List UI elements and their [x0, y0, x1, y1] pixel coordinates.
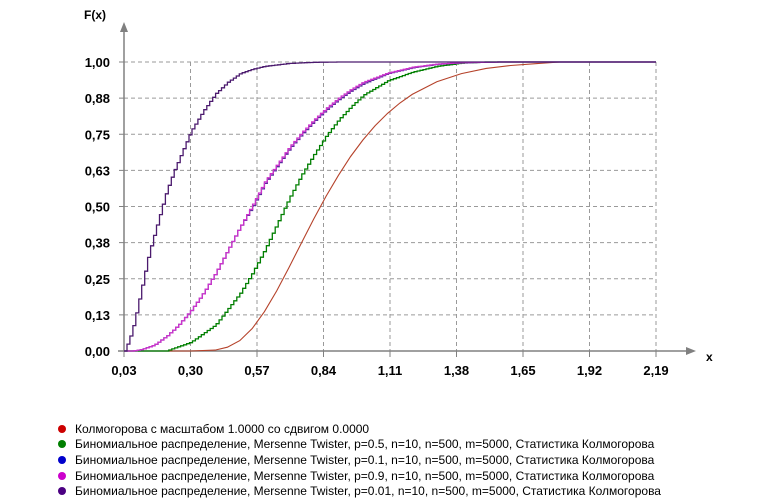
legend-item: Колмогорова с масштабом 1.0000 со сдвиго… [58, 421, 661, 437]
legend-label: Биномиальное распределение, Mersenne Twi… [75, 437, 655, 452]
y-tick-label: 0,25 [85, 272, 110, 287]
cdf-chart: 0,00 0,13 0,25 0,38 0,50 0,63 0,75 0,88 1,00 0,0… [84, 8, 713, 378]
x-axis-arrow [686, 347, 696, 355]
axes [118, 22, 696, 355]
series-line-2 [124, 61, 656, 352]
x-axis-title: x [706, 350, 713, 364]
y-axis-arrow [120, 22, 128, 32]
x-tick-label: 1,92 [577, 363, 602, 378]
series-line-4 [124, 61, 656, 352]
legend-swatch [58, 455, 66, 464]
legend-swatch [58, 440, 66, 449]
x-tick-label: 1,38 [444, 363, 469, 378]
y-tick-label: 0,75 [85, 127, 110, 142]
legend-swatch [58, 471, 66, 480]
x-tick-label: 0,30 [178, 363, 203, 378]
y-tick-label: 0,50 [85, 200, 110, 215]
legend-swatch [58, 487, 66, 496]
x-tick-label: 2,19 [643, 363, 668, 378]
y-tick-label: 0,63 [85, 163, 110, 178]
y-axis-title: F(x) [84, 8, 106, 22]
legend-label: Биномиальное распределение, Mersenne Twi… [75, 452, 655, 467]
series-line-5 [124, 61, 656, 352]
legend-label: Колмогорова с масштабом 1.0000 со сдвиго… [75, 421, 370, 436]
x-tick-label: 0,84 [311, 363, 337, 378]
legend-item: Биномиальное распределение, Mersenne Twi… [58, 452, 661, 468]
y-tick-label: 0,88 [85, 91, 110, 106]
legend-item: Биномиальное распределение, Mersenne Twi… [58, 483, 661, 499]
y-tick-label: 0,00 [85, 344, 110, 359]
legend: Колмогорова с масштабом 1.0000 со сдвиго… [58, 421, 661, 499]
x-tick-label: 1,65 [510, 363, 535, 378]
legend-item: Биномиальное распределение, Mersenne Twi… [58, 468, 661, 484]
legend-swatch [58, 424, 66, 433]
legend-label: Биномиальное распределение, Mersenne Twi… [75, 468, 655, 483]
y-tick-label: 0,13 [85, 308, 110, 323]
legend-label: Биномиальное распределение, Mersenne Twi… [75, 484, 661, 499]
x-tick-label: 0,57 [244, 363, 269, 378]
grid-lines [124, 61, 657, 351]
y-tick-labels: 0,00 0,13 0,25 0,38 0,50 0,63 0,75 0,88 1,00 [85, 55, 124, 359]
x-tick-labels: 0,03 0,30 0,57 0,84 1,11 1,38 1,65 1,92 2,19 [111, 351, 669, 378]
y-tick-label: 1,00 [85, 55, 110, 70]
y-tick-label: 0,38 [85, 236, 110, 251]
x-tick-label: 0,03 [111, 363, 136, 378]
series-lines [124, 61, 656, 352]
x-tick-label: 1,11 [378, 363, 403, 378]
series-line-1 [124, 61, 656, 352]
legend-item: Биномиальное распределение, Mersenne Twi… [58, 437, 661, 453]
